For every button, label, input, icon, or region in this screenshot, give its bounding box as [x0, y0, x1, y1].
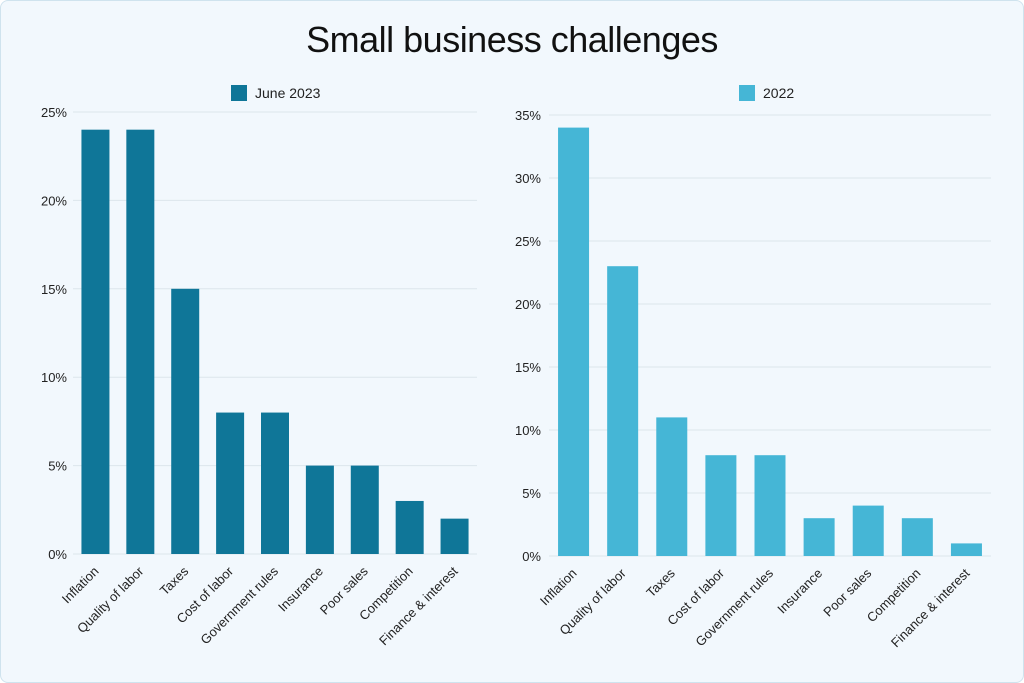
y-tick-label: 15%	[515, 360, 541, 375]
bar-poor-sales	[852, 505, 884, 556]
x-tick-label: Taxes	[157, 563, 192, 598]
bar-inflation	[558, 127, 590, 556]
legend-swatch-0	[231, 85, 247, 101]
x-tick-label: Insurance	[774, 566, 825, 617]
chart-title: Small business challenges	[306, 19, 718, 60]
x-tick-label: Inflation	[537, 566, 580, 609]
x-tick-label: Finance & interest	[376, 563, 461, 648]
y-tick-label: 35%	[515, 108, 541, 123]
bar-taxes	[171, 288, 200, 554]
bar-insurance	[305, 465, 334, 554]
x-tick-label: Government rules	[197, 563, 281, 647]
bar-poor-sales	[350, 465, 379, 554]
bar-taxes	[656, 417, 688, 556]
y-tick-label: 30%	[515, 171, 541, 186]
bar-quality-of-labor	[607, 266, 639, 556]
bar-insurance	[803, 518, 835, 556]
y-tick-label: 10%	[515, 423, 541, 438]
bar-finance-interest	[440, 518, 469, 554]
x-tick-label: Inflation	[59, 564, 102, 607]
bar-finance-interest	[950, 543, 982, 556]
y-tick-label: 0%	[48, 547, 67, 562]
bar-quality-of-labor	[126, 129, 155, 554]
y-tick-label: 25%	[41, 105, 67, 120]
y-tick-label: 5%	[522, 486, 541, 501]
bar-cost-of-labor	[705, 455, 737, 556]
bar-cost-of-labor	[216, 412, 245, 554]
y-tick-label: 20%	[515, 297, 541, 312]
y-tick-label: 5%	[48, 459, 67, 474]
y-tick-label: 10%	[41, 370, 67, 385]
y-tick-label: 15%	[41, 282, 67, 297]
legend-swatch-1	[739, 85, 755, 101]
y-tick-label: 0%	[522, 549, 541, 564]
legend-label-1: 2022	[763, 85, 794, 101]
bar-inflation	[81, 129, 110, 554]
legend-label-0: June 2023	[255, 85, 321, 101]
bar-government-rules	[261, 412, 289, 554]
y-tick-label: 25%	[515, 234, 541, 249]
bar-government-rules	[754, 455, 786, 556]
bar-competition	[395, 500, 424, 554]
x-tick-label: Taxes	[643, 565, 678, 600]
bar-competition	[901, 518, 933, 556]
y-tick-label: 20%	[41, 193, 67, 208]
